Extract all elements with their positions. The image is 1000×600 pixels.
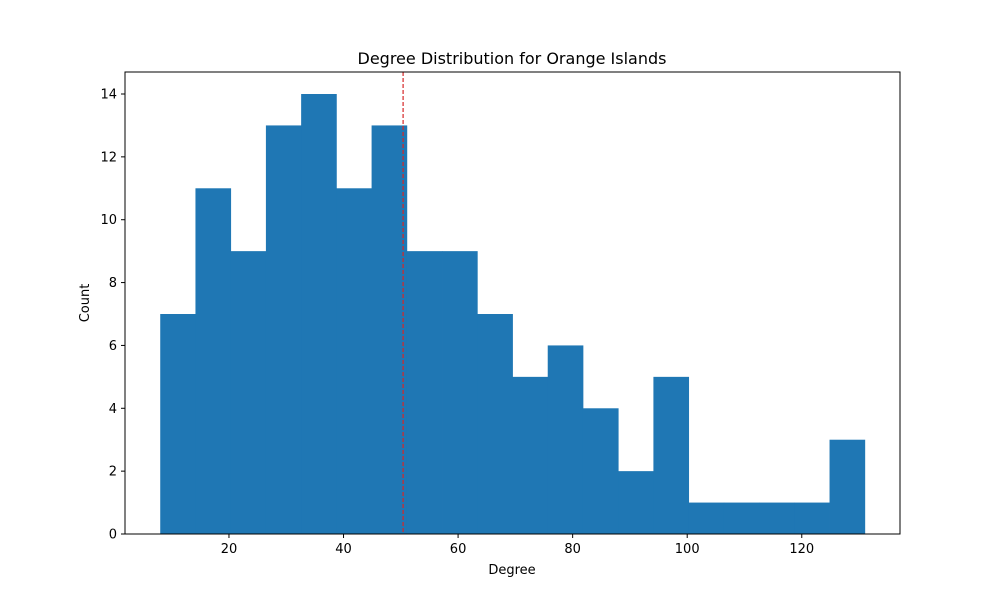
y-tick-label: 14	[100, 88, 117, 103]
histogram-bar	[688, 502, 725, 534]
histogram-bar	[794, 502, 830, 534]
histogram-bar	[230, 251, 267, 534]
histogram-bar	[301, 94, 337, 534]
histogram-bar	[336, 188, 372, 535]
x-axis: 20 40 60 80 100 120	[221, 534, 814, 557]
histogram-bar	[160, 314, 196, 534]
y-axis: 0 2 4 6 8 10 12 14	[100, 88, 125, 543]
chart-title: Degree Distribution for Orange Islands	[358, 49, 667, 68]
histogram-bar	[723, 502, 760, 534]
y-tick-label: 4	[109, 402, 117, 417]
y-tick-label: 0	[109, 528, 117, 543]
histogram-bar	[653, 376, 690, 534]
x-tick-label: 40	[335, 542, 352, 557]
histogram-bar	[618, 471, 654, 534]
x-tick-label: 20	[221, 542, 238, 557]
x-tick-label: 120	[789, 542, 814, 557]
x-tick-label: 100	[675, 542, 700, 557]
plot-frame	[124, 71, 901, 535]
x-axis-label: Degree	[488, 563, 535, 578]
histogram-bar	[582, 408, 619, 534]
histogram-bar	[759, 502, 795, 534]
histogram-bar	[512, 376, 549, 534]
histogram-bar	[371, 125, 408, 534]
y-tick-label: 10	[100, 213, 117, 228]
x-tick-label: 60	[450, 542, 467, 557]
histogram-bar	[442, 251, 478, 534]
histogram-bar	[547, 345, 584, 534]
histogram-bar	[265, 125, 302, 534]
y-tick-label: 6	[109, 339, 117, 354]
histogram-bar	[406, 251, 443, 534]
y-tick-label: 12	[100, 150, 117, 165]
histogram-bars	[160, 94, 866, 535]
histogram-bar	[195, 188, 232, 535]
y-tick-label: 8	[109, 276, 117, 291]
histogram-bar	[477, 314, 513, 534]
y-axis-label: Count	[78, 284, 93, 323]
y-tick-label: 2	[109, 465, 117, 480]
histogram-bar	[829, 439, 866, 534]
x-tick-label: 80	[564, 542, 581, 557]
